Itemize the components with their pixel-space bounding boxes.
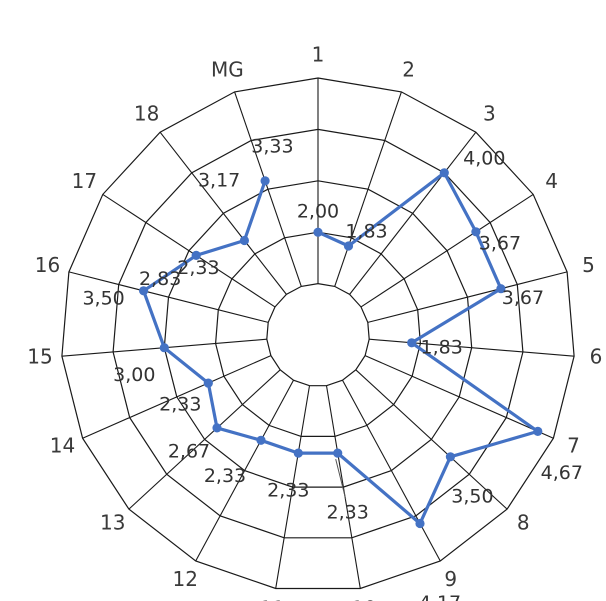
spoke-16	[68, 271, 269, 323]
data-point-13	[212, 423, 222, 433]
spoke-14	[82, 355, 272, 439]
value-label-13: 2,67	[168, 440, 210, 462]
category-label-6: 6	[590, 345, 603, 369]
data-point-10	[333, 448, 343, 458]
data-point-5	[496, 284, 506, 294]
grid-spokes	[61, 78, 575, 589]
data-point-16	[139, 286, 149, 296]
mg-value-label: 3,33	[251, 136, 293, 158]
grid-ring-3	[163, 180, 473, 488]
data-point-3	[439, 168, 449, 178]
spoke-2	[334, 91, 402, 287]
grid-ring-2	[214, 231, 422, 437]
category-label-2: 2	[402, 58, 415, 82]
data-point-17	[191, 250, 201, 260]
value-label-2: 1,83	[345, 221, 387, 243]
value-label-14: 2,33	[159, 394, 201, 416]
data-point-1	[313, 227, 323, 237]
value-label-8: 3,50	[451, 485, 493, 507]
value-label-1: 2,00	[297, 201, 339, 223]
grid-ring-4	[112, 128, 524, 539]
category-label-3: 3	[483, 101, 496, 125]
data-point-18	[239, 235, 249, 246]
category-label-17: 17	[72, 169, 97, 193]
spoke-12	[195, 379, 294, 562]
spoke-3	[349, 131, 477, 295]
category-label-15: 15	[27, 345, 52, 369]
data-point-mg	[260, 176, 270, 186]
data-point-7	[533, 426, 543, 436]
category-label-11: 11	[259, 597, 284, 601]
value-label-17: 2,83	[139, 268, 181, 290]
spoke-5	[367, 271, 568, 323]
data-point-15	[159, 343, 169, 353]
category-labels: 123456789101112131415161718MG	[27, 43, 602, 601]
spoke-17	[102, 193, 276, 308]
spoke-4	[360, 193, 534, 308]
value-label-16: 3,50	[82, 287, 124, 309]
category-label-18: 18	[134, 101, 159, 125]
grid-rings	[61, 77, 575, 590]
spoke-10	[325, 385, 361, 589]
spoke-6	[369, 338, 575, 357]
spoke-7	[364, 355, 554, 439]
value-label-4: 3,67	[479, 232, 521, 254]
data-point-9	[415, 518, 425, 529]
leader-line-10	[335, 458, 347, 500]
value-label-10: 2,33	[327, 502, 369, 524]
category-label-mg: MG	[211, 58, 244, 82]
grid-ring-1	[266, 282, 370, 387]
category-label-9: 9	[444, 567, 457, 591]
category-label-13: 13	[100, 511, 125, 535]
data-point-6	[407, 338, 417, 348]
grid-ring-5	[61, 77, 575, 590]
category-label-1: 1	[312, 43, 325, 67]
value-label-6: 1,83	[421, 336, 463, 358]
spoke-9	[342, 379, 441, 562]
category-label-5: 5	[582, 253, 595, 277]
spoke-8	[355, 369, 508, 510]
data-point-2	[343, 241, 354, 251]
data-point-8	[445, 452, 455, 462]
category-label-8: 8	[517, 511, 530, 535]
spoke-11	[275, 385, 311, 589]
category-label-4: 4	[545, 169, 558, 193]
data-point-4	[471, 227, 481, 237]
category-label-10: 10	[351, 597, 376, 601]
value-label-mg: 3,17	[198, 169, 240, 191]
data-point-11	[293, 448, 303, 458]
category-label-14: 14	[50, 434, 75, 458]
value-label-11: 2,33	[267, 480, 309, 502]
value-label-12: 2,33	[204, 465, 246, 487]
data-point-12	[256, 435, 266, 445]
data-point-14	[203, 378, 213, 388]
value-labels: 2,00 1,83 4,00 3,67 3,67 1,83 4,67 3,50 4,17 2,33…	[82, 136, 583, 601]
value-label-3: 4,00	[463, 147, 505, 169]
value-label-9: 4,17	[419, 592, 461, 601]
category-label-7: 7	[567, 434, 580, 458]
series-group	[139, 168, 543, 529]
category-label-12: 12	[172, 567, 197, 591]
value-label-15: 3,00	[113, 364, 155, 386]
value-label-7: 4,67	[541, 462, 583, 484]
spoke-18	[159, 131, 287, 295]
spoke-13	[128, 369, 281, 510]
value-label-5: 3,67	[502, 287, 544, 309]
category-label-16: 16	[35, 253, 60, 277]
value-label-18: 2,33	[177, 257, 219, 279]
spoke-mg	[234, 91, 302, 287]
